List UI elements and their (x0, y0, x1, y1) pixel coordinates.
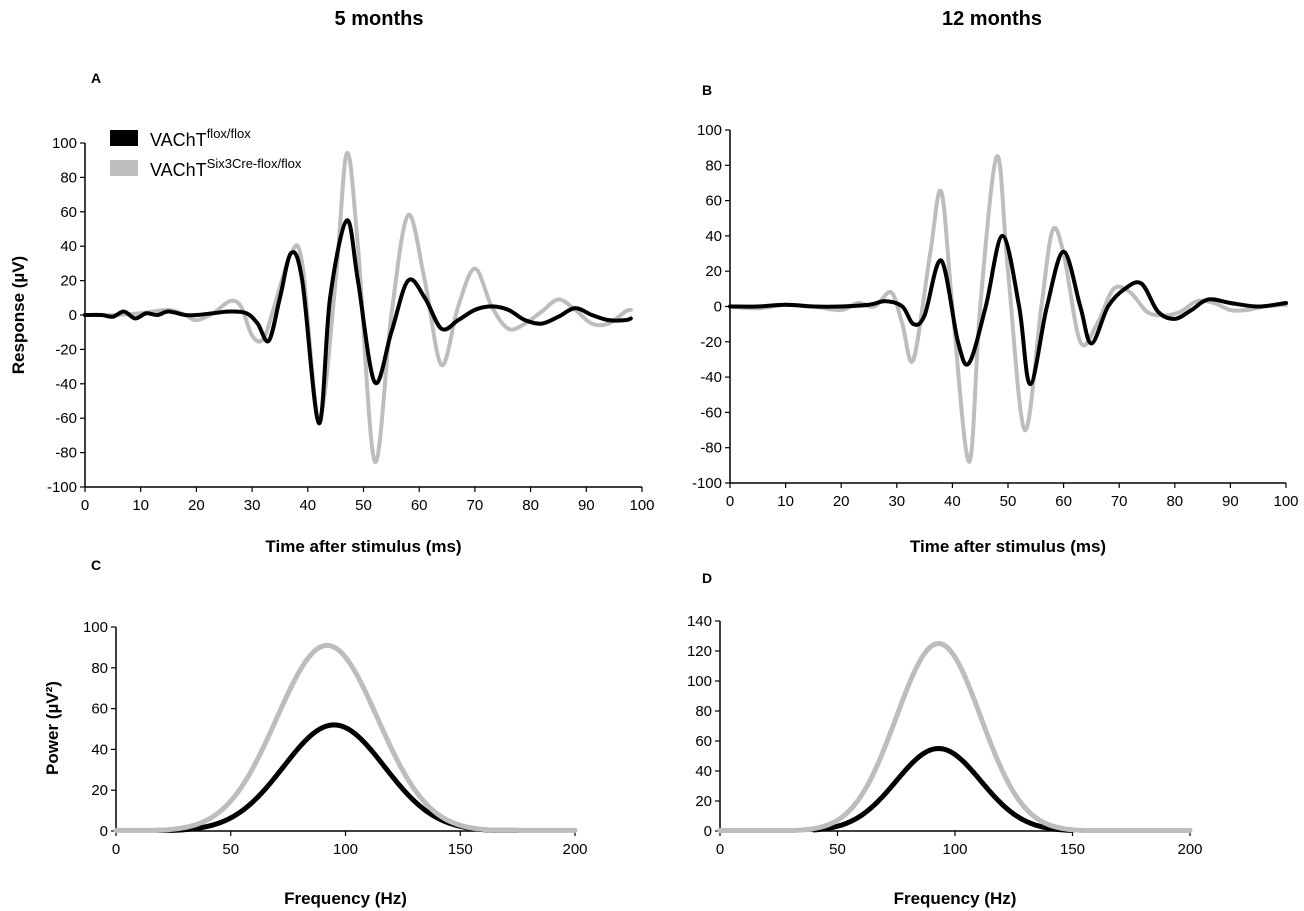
y-tick-label: 80 (705, 157, 722, 174)
x-tick-label: 20 (188, 497, 205, 514)
legend-swatch-flox (110, 130, 138, 146)
x-tick-label: 70 (467, 497, 484, 514)
panel-letter: C (91, 557, 101, 573)
series-line-0 (811, 746, 1075, 833)
x-axis-title: Frequency (Hz) (284, 889, 407, 908)
x-tick-label: 20 (833, 493, 850, 510)
y-tick-label: 0 (100, 823, 108, 840)
legend-swatch-six3cre (110, 160, 138, 176)
chart-panel-d: D 0 20 40 60 80 100 120 140 0 50 100 150 200 Frequency… (687, 570, 1203, 908)
x-tick-label: 90 (1222, 493, 1239, 510)
x-tick-label: 50 (1000, 493, 1017, 510)
y-tick-label: 0 (704, 823, 712, 840)
x-tick-label: 40 (299, 497, 316, 514)
series-line-0 (728, 154, 1288, 464)
series-line-1 (113, 642, 578, 833)
x-tick-label: 50 (829, 841, 846, 858)
legend: VAChTflox/flox VAChTSix3Cre-flox/flox (110, 126, 302, 180)
series-line-0 (154, 722, 521, 833)
y-tick-label: 20 (91, 782, 108, 799)
y-tick-label: 0 (714, 299, 722, 316)
x-tick-label: 100 (333, 841, 358, 858)
y-tick-label: -20 (55, 341, 77, 358)
y-tick-label: 40 (91, 741, 108, 758)
y-tick-label: -60 (700, 404, 722, 421)
y-tick-label: 120 (687, 643, 712, 660)
y-tick-label: -80 (700, 440, 722, 457)
x-tick-label: 40 (944, 493, 961, 510)
panel-letter: A (91, 70, 101, 86)
x-tick-label: 60 (1055, 493, 1072, 510)
y-tick-label: 60 (91, 701, 108, 718)
column-title-12-months: 12 months (942, 8, 1042, 30)
x-axis-title: Time after stimulus (ms) (265, 537, 461, 556)
y-tick-label: -40 (700, 369, 722, 386)
series-line-1 (728, 233, 1288, 387)
x-tick-label: 100 (629, 497, 654, 514)
y-axis-title: Power (µV²) (43, 681, 62, 775)
y-tick-label: 100 (83, 619, 108, 636)
legend-label-six3cre: VAChTSix3Cre-flox/flox (150, 156, 302, 180)
x-tick-label: 30 (244, 497, 261, 514)
x-tick-label: 0 (716, 841, 724, 858)
x-tick-label: 10 (132, 497, 149, 514)
panel-letter: D (702, 570, 712, 586)
x-tick-label: 80 (1166, 493, 1183, 510)
y-tick-label: -40 (55, 376, 77, 393)
y-tick-label: 100 (52, 135, 77, 152)
y-tick-label: 40 (695, 763, 712, 780)
x-tick-label: 30 (888, 493, 905, 510)
y-axis-title: Response (µV) (9, 256, 28, 374)
x-tick-label: 50 (222, 841, 239, 858)
x-tick-label: 100 (1273, 493, 1298, 510)
x-tick-label: 150 (448, 841, 473, 858)
y-tick-label: 80 (91, 660, 108, 677)
y-tick-label: 40 (705, 228, 722, 245)
x-tick-label: 10 (777, 493, 794, 510)
y-tick-label: 80 (695, 703, 712, 720)
y-tick-label: 0 (69, 307, 77, 324)
series-line-1 (83, 218, 633, 426)
x-tick-label: 100 (942, 841, 967, 858)
x-tick-label: 60 (411, 497, 428, 514)
y-tick-label: 100 (697, 122, 722, 139)
y-tick-label: 20 (695, 793, 712, 810)
y-tick-label: -100 (692, 475, 722, 492)
x-tick-label: 0 (81, 497, 89, 514)
y-tick-label: 20 (60, 273, 77, 290)
chart-panel-b: B -100 -80 -60 -40 -20 0 20 40 60 80 100 0 10 20 30 40 50… (692, 82, 1299, 556)
chart-panel-a: A -100 -80 -60 -40 -20 0 20 40 60 80 100 0 10 20 30 40 50… (9, 70, 655, 556)
x-tick-label: 200 (562, 841, 587, 858)
panel-letter: B (702, 82, 712, 98)
y-tick-label: -100 (47, 479, 77, 496)
y-tick-label: -80 (55, 445, 77, 462)
x-tick-label: 200 (1177, 841, 1202, 858)
y-tick-label: 100 (687, 673, 712, 690)
legend-label-flox: VAChTflox/flox (150, 126, 251, 150)
x-tick-label: 0 (112, 841, 120, 858)
y-tick-label: 60 (60, 204, 77, 221)
x-tick-label: 80 (522, 497, 539, 514)
y-tick-label: 40 (60, 238, 77, 255)
x-axis-title: Frequency (Hz) (894, 889, 1017, 908)
x-axis-title: Time after stimulus (ms) (910, 537, 1106, 556)
y-tick-label: -20 (700, 334, 722, 351)
x-tick-label: 0 (726, 493, 734, 510)
y-tick-label: 20 (705, 263, 722, 280)
y-tick-label: 140 (687, 613, 712, 630)
series-line-0 (83, 151, 633, 464)
x-tick-label: 90 (578, 497, 595, 514)
column-title-5-months: 5 months (335, 8, 424, 30)
x-tick-label: 50 (355, 497, 372, 514)
y-tick-label: 60 (705, 193, 722, 210)
chart-panel-c: C 0 20 40 60 80 100 0 50 100 150 200 Frequency (Hz) P… (43, 557, 588, 908)
y-tick-label: -60 (55, 410, 77, 427)
series-line-1 (717, 641, 1193, 834)
y-tick-label: 60 (695, 733, 712, 750)
y-tick-label: 80 (60, 169, 77, 186)
x-tick-label: 70 (1111, 493, 1128, 510)
x-tick-label: 150 (1060, 841, 1085, 858)
